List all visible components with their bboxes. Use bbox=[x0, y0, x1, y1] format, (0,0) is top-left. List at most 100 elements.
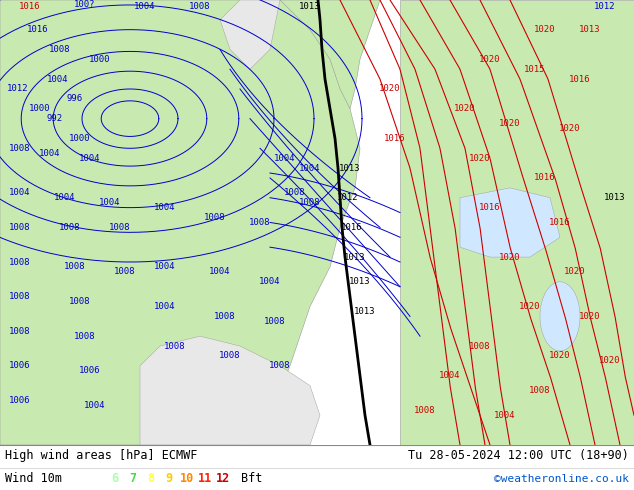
Text: 1020: 1020 bbox=[499, 252, 521, 262]
Text: 1004: 1004 bbox=[259, 277, 281, 286]
Text: 1013: 1013 bbox=[604, 193, 626, 202]
Text: 1008: 1008 bbox=[69, 297, 91, 306]
Text: 1008: 1008 bbox=[114, 268, 136, 276]
Text: 1020: 1020 bbox=[469, 154, 491, 163]
Polygon shape bbox=[220, 0, 280, 69]
Text: 1013: 1013 bbox=[299, 2, 321, 11]
Text: 1004: 1004 bbox=[439, 371, 461, 380]
Text: 1004: 1004 bbox=[275, 154, 295, 163]
Text: 100?: 100? bbox=[74, 0, 96, 9]
Text: 1004: 1004 bbox=[209, 268, 231, 276]
Text: 1004: 1004 bbox=[55, 193, 75, 202]
Text: 1008: 1008 bbox=[10, 292, 31, 301]
Text: 1006: 1006 bbox=[10, 396, 31, 405]
Text: Tu 28-05-2024 12:00 UTC (18+90): Tu 28-05-2024 12:00 UTC (18+90) bbox=[408, 449, 629, 463]
Text: 1006: 1006 bbox=[10, 361, 31, 370]
Text: 1012: 1012 bbox=[594, 2, 616, 11]
Text: 1016: 1016 bbox=[341, 223, 363, 232]
Text: 1008: 1008 bbox=[204, 213, 226, 222]
Text: 1008: 1008 bbox=[249, 218, 271, 227]
Text: 1004: 1004 bbox=[495, 411, 515, 420]
Text: 8: 8 bbox=[148, 472, 155, 486]
Text: 11: 11 bbox=[198, 472, 212, 486]
Text: 1000: 1000 bbox=[89, 55, 111, 64]
Text: 1000: 1000 bbox=[69, 134, 91, 143]
Text: 1016: 1016 bbox=[569, 74, 591, 84]
Text: 1008: 1008 bbox=[529, 386, 551, 395]
Text: 1004: 1004 bbox=[154, 203, 176, 212]
Text: 1008: 1008 bbox=[10, 258, 31, 267]
Text: 1008: 1008 bbox=[64, 263, 86, 271]
Text: 1020: 1020 bbox=[579, 312, 601, 321]
Polygon shape bbox=[400, 0, 634, 445]
Text: 6: 6 bbox=[112, 472, 119, 486]
Text: 1006: 1006 bbox=[79, 366, 101, 375]
Text: High wind areas [hPa] ECMWF: High wind areas [hPa] ECMWF bbox=[5, 449, 197, 463]
Text: 1004: 1004 bbox=[79, 154, 101, 163]
Text: 1008: 1008 bbox=[284, 188, 306, 197]
Text: 1016: 1016 bbox=[479, 203, 501, 212]
Text: 1004: 1004 bbox=[39, 149, 61, 158]
Text: 1008: 1008 bbox=[59, 223, 81, 232]
Text: 1013: 1013 bbox=[349, 277, 371, 286]
Text: 1020: 1020 bbox=[379, 84, 401, 94]
Text: 9: 9 bbox=[165, 472, 172, 486]
Text: 1012: 1012 bbox=[7, 84, 29, 94]
Polygon shape bbox=[460, 188, 560, 257]
Text: 1020: 1020 bbox=[564, 268, 586, 276]
Text: 1008: 1008 bbox=[49, 45, 71, 54]
Text: 1008: 1008 bbox=[269, 361, 291, 370]
Text: 1008: 1008 bbox=[164, 342, 186, 350]
Text: 1008: 1008 bbox=[414, 406, 436, 415]
Text: 1004: 1004 bbox=[10, 188, 31, 197]
Text: 1016: 1016 bbox=[549, 218, 571, 227]
Text: 1008: 1008 bbox=[299, 198, 321, 207]
Text: 1020: 1020 bbox=[559, 124, 581, 133]
Ellipse shape bbox=[540, 282, 580, 351]
Text: 1016: 1016 bbox=[534, 173, 556, 182]
Polygon shape bbox=[140, 336, 320, 445]
Text: 1013: 1013 bbox=[344, 252, 366, 262]
Text: 1020: 1020 bbox=[479, 55, 501, 64]
Text: 992: 992 bbox=[47, 114, 63, 123]
Text: 1004: 1004 bbox=[48, 74, 68, 84]
Text: 12: 12 bbox=[216, 472, 230, 486]
Text: 1004: 1004 bbox=[84, 401, 106, 410]
Text: 1004: 1004 bbox=[154, 302, 176, 311]
Text: 1013: 1013 bbox=[579, 25, 601, 34]
Text: Wind 10m: Wind 10m bbox=[5, 472, 62, 486]
Text: Bft: Bft bbox=[241, 472, 262, 486]
Text: 1008: 1008 bbox=[74, 332, 96, 341]
Text: 7: 7 bbox=[129, 472, 136, 486]
Text: 1020: 1020 bbox=[599, 356, 621, 366]
Text: 1004: 1004 bbox=[154, 263, 176, 271]
Polygon shape bbox=[0, 0, 360, 445]
Text: 1013: 1013 bbox=[339, 164, 361, 172]
Text: 1013: 1013 bbox=[354, 307, 376, 316]
Text: 1008: 1008 bbox=[469, 342, 491, 350]
Text: 1020: 1020 bbox=[454, 104, 476, 113]
Text: 1004: 1004 bbox=[100, 198, 120, 207]
Text: 1012: 1012 bbox=[337, 193, 359, 202]
Text: 1020: 1020 bbox=[519, 302, 541, 311]
Text: 1015: 1015 bbox=[524, 65, 546, 74]
Text: 1016: 1016 bbox=[384, 134, 406, 143]
Text: 1008: 1008 bbox=[10, 144, 31, 153]
Text: 1008: 1008 bbox=[10, 223, 31, 232]
Text: 1020: 1020 bbox=[549, 351, 571, 361]
Text: 1004: 1004 bbox=[299, 164, 321, 172]
Text: 996: 996 bbox=[67, 95, 83, 103]
Polygon shape bbox=[280, 0, 380, 109]
Text: ©weatheronline.co.uk: ©weatheronline.co.uk bbox=[494, 474, 629, 484]
Text: 1008: 1008 bbox=[264, 317, 286, 326]
Text: 1020: 1020 bbox=[534, 25, 556, 34]
Text: 1008: 1008 bbox=[214, 312, 236, 321]
Text: 1000: 1000 bbox=[29, 104, 51, 113]
Text: 1008: 1008 bbox=[190, 2, 210, 11]
Text: 1008: 1008 bbox=[10, 327, 31, 336]
Text: 1004: 1004 bbox=[134, 2, 156, 11]
Text: 10: 10 bbox=[180, 472, 194, 486]
Text: 1016: 1016 bbox=[19, 2, 41, 11]
Text: 1008: 1008 bbox=[219, 351, 241, 361]
Text: 1008: 1008 bbox=[109, 223, 131, 232]
